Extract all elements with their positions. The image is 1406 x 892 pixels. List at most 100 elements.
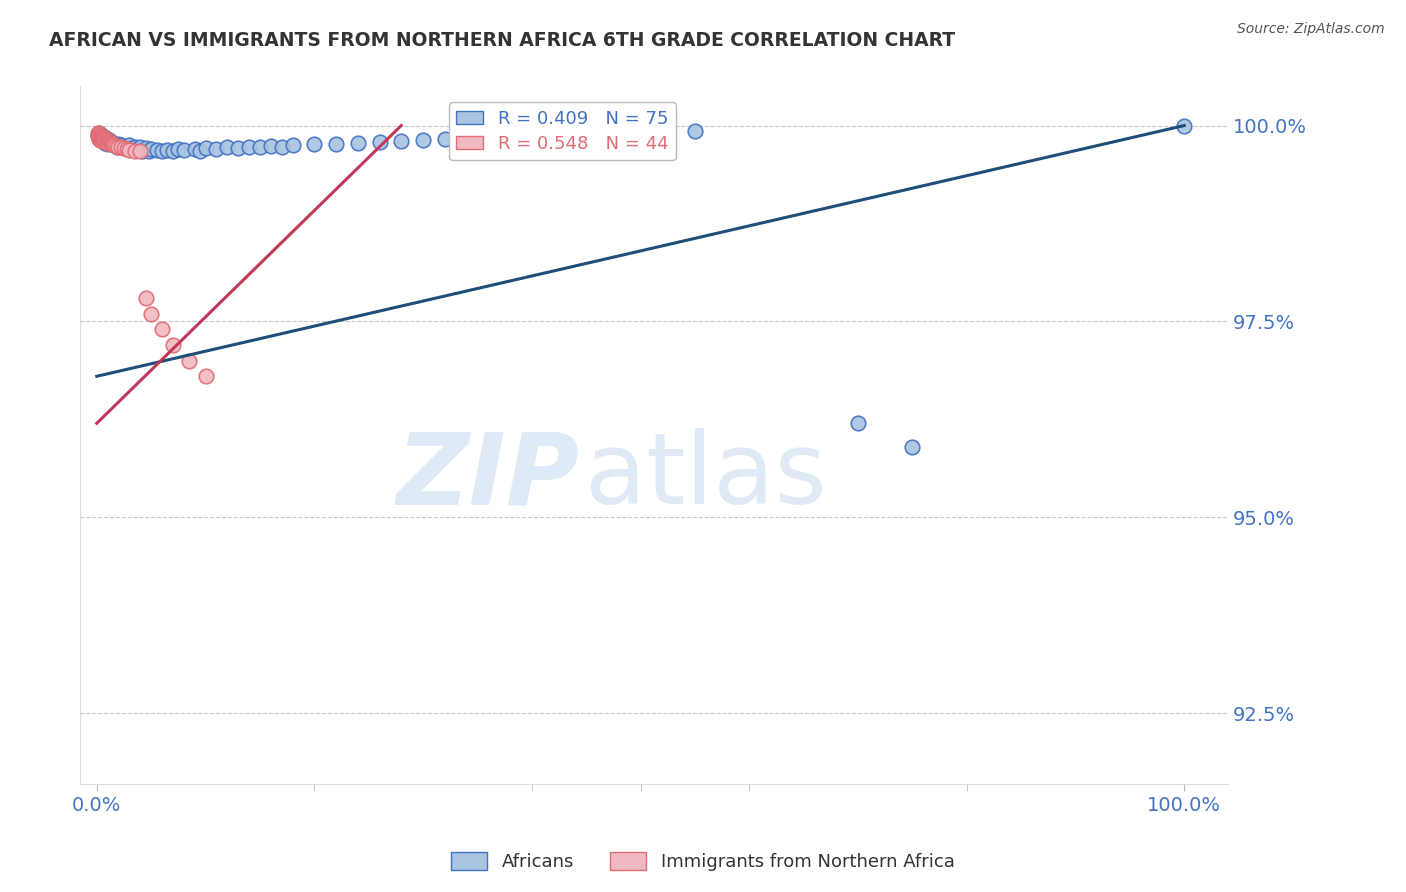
Point <box>105 139 128 153</box>
Point <box>107 139 129 153</box>
Point <box>93 134 115 148</box>
Point <box>87 128 110 142</box>
Point <box>97 136 120 150</box>
Point <box>127 142 149 156</box>
Point <box>1173 119 1195 133</box>
Point <box>249 140 271 154</box>
Point <box>162 144 184 158</box>
Point <box>467 130 489 145</box>
Point <box>87 130 110 145</box>
Point <box>98 135 121 149</box>
Point <box>89 133 111 147</box>
Point <box>135 291 157 305</box>
Point <box>304 137 326 152</box>
Point <box>101 136 124 150</box>
Point <box>183 142 205 156</box>
Point <box>520 128 543 142</box>
Point <box>412 133 434 147</box>
Point <box>91 130 114 145</box>
Point <box>91 133 114 147</box>
Point <box>226 141 249 155</box>
Point <box>97 133 120 147</box>
Point <box>112 141 135 155</box>
Point <box>91 133 114 147</box>
Point <box>96 135 118 149</box>
Point <box>91 134 114 148</box>
Point <box>98 134 121 148</box>
Point <box>91 128 114 143</box>
Point <box>129 145 152 159</box>
Point <box>325 136 347 151</box>
Point <box>103 137 125 152</box>
Point <box>87 127 110 141</box>
Point <box>90 133 112 147</box>
Point <box>100 135 122 149</box>
Point <box>90 131 112 145</box>
Point <box>115 142 138 156</box>
Point <box>131 144 153 158</box>
Point <box>260 139 283 153</box>
Point <box>270 139 292 153</box>
Point <box>630 125 652 139</box>
Point <box>145 143 167 157</box>
Point <box>94 134 117 148</box>
Point <box>101 136 124 151</box>
Point <box>150 322 173 336</box>
Point <box>173 143 195 157</box>
Point <box>107 137 129 152</box>
Point <box>162 338 184 352</box>
Point <box>101 137 124 152</box>
Point <box>846 417 869 431</box>
Point <box>97 136 120 151</box>
Point <box>499 128 522 143</box>
Point <box>89 128 111 142</box>
Point <box>91 133 114 147</box>
Point <box>87 129 110 144</box>
Text: AFRICAN VS IMMIGRANTS FROM NORTHERN AFRICA 6TH GRADE CORRELATION CHART: AFRICAN VS IMMIGRANTS FROM NORTHERN AFRI… <box>49 31 955 50</box>
Point <box>105 139 128 153</box>
Point <box>87 132 110 146</box>
Point <box>91 129 114 144</box>
Point <box>97 133 120 147</box>
Point <box>129 140 152 154</box>
Point <box>87 127 110 141</box>
Point <box>188 144 211 158</box>
Text: atlas: atlas <box>585 428 827 525</box>
Point <box>194 141 217 155</box>
Point <box>389 134 412 148</box>
Point <box>104 138 127 153</box>
Point <box>101 136 124 151</box>
Point <box>167 142 190 156</box>
Point <box>94 132 117 146</box>
Point <box>194 369 217 384</box>
Point <box>121 141 143 155</box>
Point <box>90 131 112 145</box>
Point <box>107 139 129 153</box>
Point <box>94 136 117 150</box>
Point <box>205 142 228 156</box>
Point <box>115 140 138 154</box>
Text: Source: ZipAtlas.com: Source: ZipAtlas.com <box>1237 22 1385 37</box>
Point <box>139 142 162 156</box>
Point <box>118 143 141 157</box>
Point <box>156 143 179 157</box>
Point <box>110 140 132 154</box>
Point <box>139 307 162 321</box>
Text: ZIP: ZIP <box>396 428 579 525</box>
Point <box>96 132 118 146</box>
Point <box>118 138 141 153</box>
Point <box>94 131 117 145</box>
Point <box>89 132 111 146</box>
Legend: R = 0.409   N = 75, R = 0.548   N = 44: R = 0.409 N = 75, R = 0.548 N = 44 <box>449 103 676 160</box>
Point <box>89 128 111 142</box>
Point <box>281 138 304 153</box>
Point <box>91 129 114 144</box>
Point <box>346 136 368 150</box>
Point <box>138 145 160 159</box>
Point <box>100 136 122 150</box>
Point <box>90 128 112 143</box>
Point <box>433 132 456 146</box>
Point <box>124 139 146 153</box>
Point <box>93 131 115 145</box>
Point <box>477 131 499 145</box>
